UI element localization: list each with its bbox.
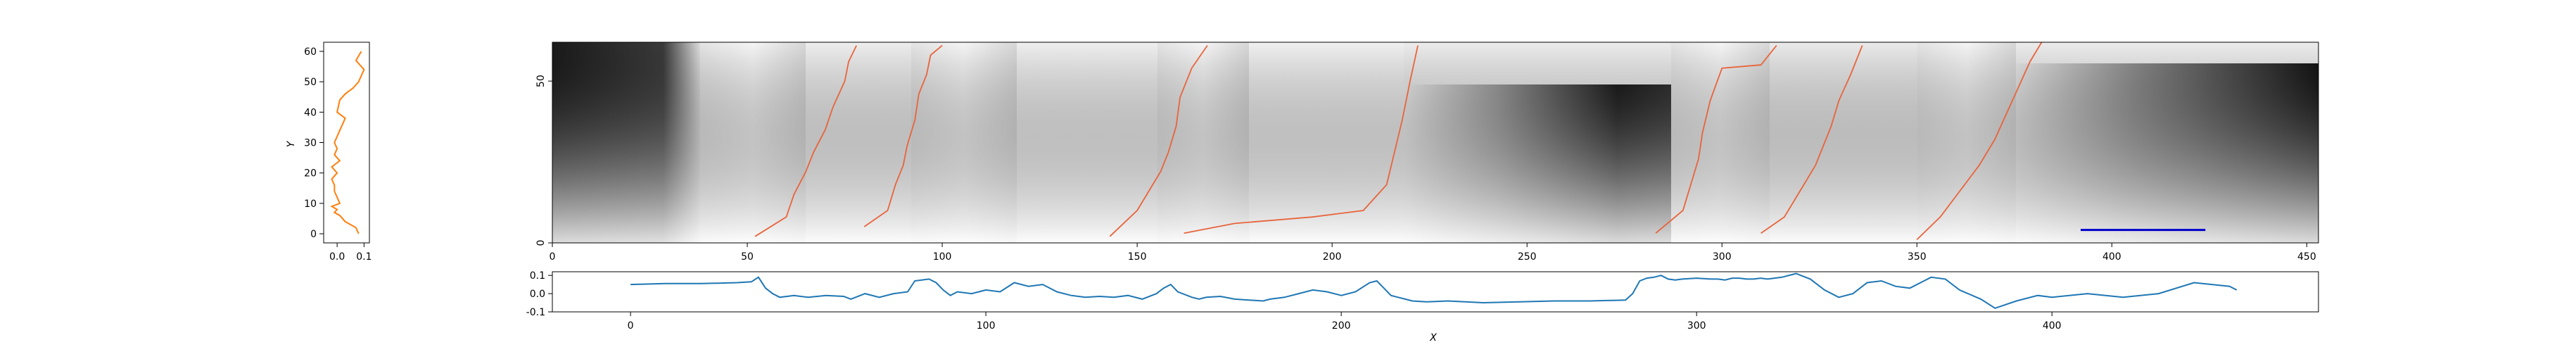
- heatmap-path-line: [1655, 45, 1777, 234]
- left-y-tick-label: 40: [304, 107, 317, 118]
- main-x-tick-label: 350: [1908, 251, 1927, 263]
- main-plot-frame: [552, 42, 2319, 244]
- bottom-y-tick-label: 0.1: [530, 270, 545, 282]
- heatmap-vertical-fade: [552, 42, 2318, 243]
- heatmap-path-line: [754, 45, 858, 237]
- left-y-ticks: 0 10 20 30 40 50 60: [304, 46, 324, 240]
- main-x-tick-label: 300: [1713, 251, 1732, 263]
- left-y-tick-label: 20: [304, 168, 317, 180]
- left-x-ticks: 0.0 0.1: [329, 243, 372, 263]
- bottom-x-tick-label: 300: [1687, 320, 1706, 332]
- bottom-y-tick-label: 0.0: [530, 289, 545, 300]
- left-y-tick-label: 10: [304, 199, 317, 210]
- left-y-tick-label: 0: [310, 229, 317, 240]
- main-y-tick-label: 0: [535, 240, 547, 246]
- bottom-y-tick-label: -0.1: [526, 307, 545, 318]
- main-x-ticks: 0 50 100 150 200 250 300 350 400 450: [550, 243, 2316, 263]
- main-x-tick-label: 100: [933, 251, 952, 263]
- main-x-tick-label: 450: [2297, 251, 2316, 263]
- main-heatmap-plot: 0 50 100 150 200 250 300 350 400 450 0 50: [535, 42, 2319, 263]
- bottom-x-tick-label: 400: [2043, 320, 2062, 332]
- bottom-x-tick-label: 200: [1332, 320, 1351, 332]
- left-x-tick-label: 0.0: [329, 251, 345, 263]
- bottom-x-tick-label: 100: [977, 320, 996, 332]
- left-y-tick-label: 50: [304, 77, 317, 88]
- main-x-tick-label: 200: [1323, 251, 1342, 263]
- heatmap-paths: [754, 42, 2043, 241]
- left-y-tick-label: 30: [304, 138, 317, 149]
- main-y-ticks: 0 50: [535, 75, 552, 246]
- bottom-y-ticks: -0.1 0.0 0.1: [526, 270, 552, 318]
- main-x-tick-label: 150: [1128, 251, 1147, 263]
- bottom-plot-frame: [552, 271, 2319, 313]
- heatmap-image: [552, 42, 2318, 243]
- main-x-tick-label: 250: [1518, 251, 1537, 263]
- heatmap-path-line: [863, 44, 943, 227]
- heatmap-path-line: [1760, 45, 1863, 234]
- bottom-signal-plot: 0 100 200 300 400 -0.1 0.0 0.1 X: [526, 270, 2319, 344]
- heatmap-path-line: [1109, 45, 1208, 237]
- bottom-signal-line: [630, 272, 2238, 309]
- main-x-tick-label: 0: [550, 251, 556, 263]
- left-profile-line: [330, 51, 365, 234]
- bottom-x-tick-label: 0: [628, 320, 634, 332]
- main-x-tick-label: 50: [741, 251, 754, 263]
- left-profile-plot: 0 10 20 30 40 50 60 0.0 0.1 Y: [286, 42, 372, 263]
- main-x-tick-label: 400: [2102, 251, 2121, 263]
- left-y-axis-label: Y: [286, 140, 297, 147]
- heatmap-path-line: [1184, 45, 1419, 234]
- bottom-x-axis-label: X: [1429, 332, 1437, 344]
- heatmap-path-line: [1916, 42, 2043, 241]
- left-y-tick-label: 60: [304, 46, 317, 58]
- left-x-tick-label: 0.1: [356, 251, 372, 263]
- main-y-tick-label: 50: [535, 75, 547, 87]
- bottom-x-ticks: 0 100 200 300 400: [628, 312, 2062, 332]
